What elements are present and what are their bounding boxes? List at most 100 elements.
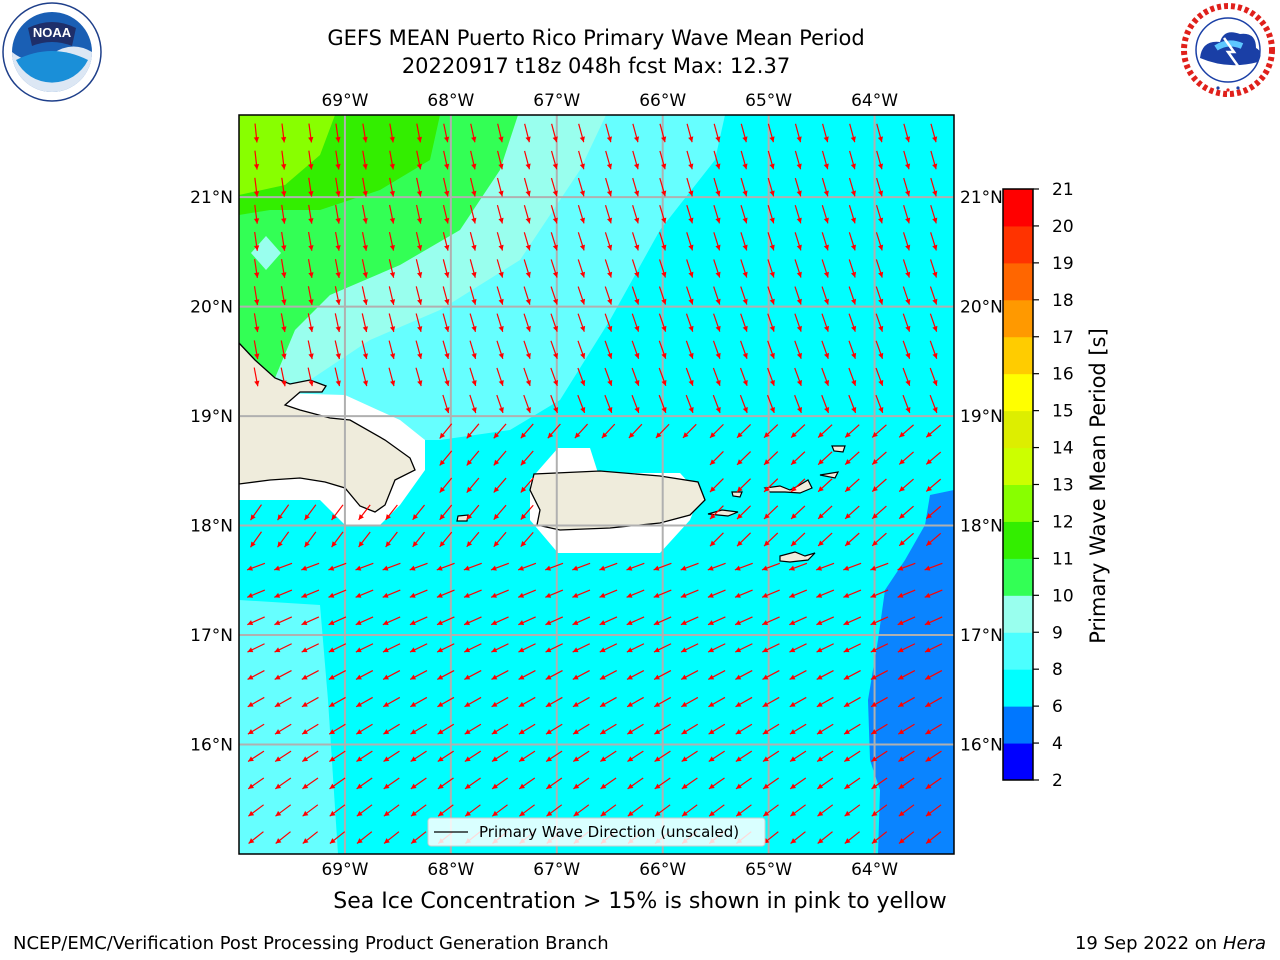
footer-date-text: 19 Sep 2022 on bbox=[1074, 933, 1218, 954]
wave-direction-arrow bbox=[898, 750, 915, 762]
wave-direction-arrow bbox=[685, 286, 694, 305]
wave-direction-arrow bbox=[713, 286, 721, 305]
wave-direction-arrow bbox=[545, 589, 564, 598]
wave-direction-arrow bbox=[281, 150, 287, 170]
wave-direction-arrow bbox=[523, 259, 531, 278]
wave-direction-arrow bbox=[356, 804, 373, 817]
wave-direction-arrow bbox=[817, 831, 833, 844]
wave-direction-arrow bbox=[274, 616, 293, 626]
wave-direction-arrow bbox=[604, 340, 613, 359]
wave-direction-arrow bbox=[599, 643, 618, 653]
wave-direction-arrow bbox=[493, 450, 507, 466]
wave-direction-arrow bbox=[572, 562, 591, 571]
wave-direction-arrow bbox=[761, 616, 780, 626]
wave-direction-arrow bbox=[761, 562, 781, 571]
wave-direction-arrow bbox=[740, 205, 748, 224]
footer-credit: NCEP/EMC/Verification Post Processing Pr… bbox=[13, 933, 609, 954]
wave-direction-arrow bbox=[708, 804, 725, 817]
colorbar-tick-label: 6 bbox=[1052, 697, 1063, 717]
wave-direction-arrow bbox=[762, 696, 780, 708]
colorbar-tick-label: 18 bbox=[1052, 291, 1074, 311]
wave-direction-arrow bbox=[496, 286, 504, 305]
wave-direction-arrow bbox=[681, 777, 698, 790]
wave-direction-arrow bbox=[385, 531, 398, 548]
wave-direction-arrow bbox=[924, 643, 943, 653]
wave-direction-arrow bbox=[898, 505, 914, 520]
wave-direction-arrow bbox=[925, 532, 942, 547]
wave-direction-arrow bbox=[355, 562, 374, 571]
wave-direction-arrow bbox=[415, 286, 423, 305]
wave-direction-arrow bbox=[280, 340, 287, 360]
wave-direction-arrow bbox=[442, 259, 450, 278]
wave-direction-arrow bbox=[902, 259, 911, 278]
wave-direction-arrow bbox=[469, 367, 477, 387]
wave-direction-arrow bbox=[442, 394, 450, 414]
wave-direction-arrow bbox=[523, 205, 531, 224]
wave-direction-arrow bbox=[658, 340, 667, 359]
land-st-croix bbox=[779, 551, 816, 563]
wave-direction-arrow bbox=[497, 150, 504, 170]
lon-label-bottom: 65°W bbox=[745, 860, 792, 880]
wave-direction-arrow bbox=[763, 451, 779, 466]
wave-direction-arrow bbox=[389, 150, 395, 170]
wave-direction-arrow bbox=[253, 313, 260, 333]
wave-direction-arrow bbox=[545, 670, 563, 680]
wave-direction-arrow bbox=[794, 150, 802, 170]
wave-direction-arrow bbox=[382, 643, 401, 653]
wave-direction-arrow bbox=[903, 150, 911, 170]
wave-direction-arrow bbox=[897, 562, 916, 571]
wave-direction-arrow bbox=[247, 670, 265, 680]
wave-direction-arrow bbox=[817, 451, 833, 466]
wave-direction-arrow bbox=[246, 562, 266, 571]
wave-direction-arrow bbox=[767, 340, 775, 359]
wave-direction-arrow bbox=[712, 367, 721, 387]
wave-direction-arrow bbox=[334, 286, 341, 306]
wave-direction-arrow bbox=[443, 123, 450, 143]
wave-direction-arrow bbox=[250, 531, 262, 548]
wave-direction-arrow bbox=[898, 831, 915, 844]
wave-direction-arrow bbox=[736, 478, 752, 493]
wave-direction-arrow bbox=[767, 150, 775, 170]
wave-direction-arrow bbox=[681, 696, 699, 708]
wave-direction-arrow bbox=[848, 232, 857, 251]
wave-direction-arrow bbox=[713, 123, 721, 143]
wave-direction-arrow bbox=[789, 616, 807, 626]
wave-direction-arrow bbox=[547, 423, 561, 439]
wave-direction-arrow bbox=[740, 123, 748, 143]
wave-direction-arrow bbox=[253, 286, 260, 306]
wave-direction-arrow bbox=[627, 750, 644, 762]
wave-direction-arrow bbox=[523, 367, 531, 387]
wave-direction-arrow bbox=[545, 723, 563, 735]
wave-direction-arrow bbox=[308, 177, 314, 197]
wave-direction-arrow bbox=[930, 150, 938, 170]
wave-direction-arrow bbox=[653, 562, 672, 571]
wave-direction-arrow bbox=[518, 616, 536, 626]
wave-direction-arrow bbox=[439, 450, 453, 466]
wave-direction-arrow bbox=[659, 205, 667, 224]
wave-direction-arrow bbox=[924, 696, 943, 708]
wave-direction-arrow bbox=[466, 504, 480, 521]
wave-direction-arrow bbox=[496, 177, 504, 197]
wave-direction-arrow bbox=[436, 643, 455, 653]
wave-direction-arrow bbox=[654, 804, 671, 817]
wave-direction-arrow bbox=[520, 477, 534, 493]
wave-direction-arrow bbox=[469, 177, 477, 197]
wave-direction-arrow bbox=[307, 286, 314, 306]
colorbar-tick-label: 17 bbox=[1052, 328, 1074, 348]
wave-direction-arrow bbox=[442, 286, 450, 305]
wave-direction-arrow bbox=[708, 777, 725, 790]
wave-direction-arrow bbox=[361, 286, 368, 306]
wave-direction-arrow bbox=[875, 286, 884, 305]
wave-direction-arrow bbox=[409, 643, 428, 653]
wave-direction-arrow bbox=[442, 177, 450, 197]
wave-direction-arrow bbox=[736, 424, 752, 439]
wave-direction-arrow bbox=[654, 723, 671, 735]
wave-direction-arrow bbox=[871, 478, 887, 493]
wave-direction-arrow bbox=[844, 505, 860, 520]
wave-direction-arrow bbox=[632, 205, 640, 224]
colorbar-swatch bbox=[1003, 595, 1033, 633]
wave-direction-arrow bbox=[736, 532, 752, 547]
wave-direction-arrow bbox=[740, 286, 748, 305]
wave-direction-arrow bbox=[362, 177, 368, 197]
wave-direction-arrow bbox=[302, 831, 319, 844]
